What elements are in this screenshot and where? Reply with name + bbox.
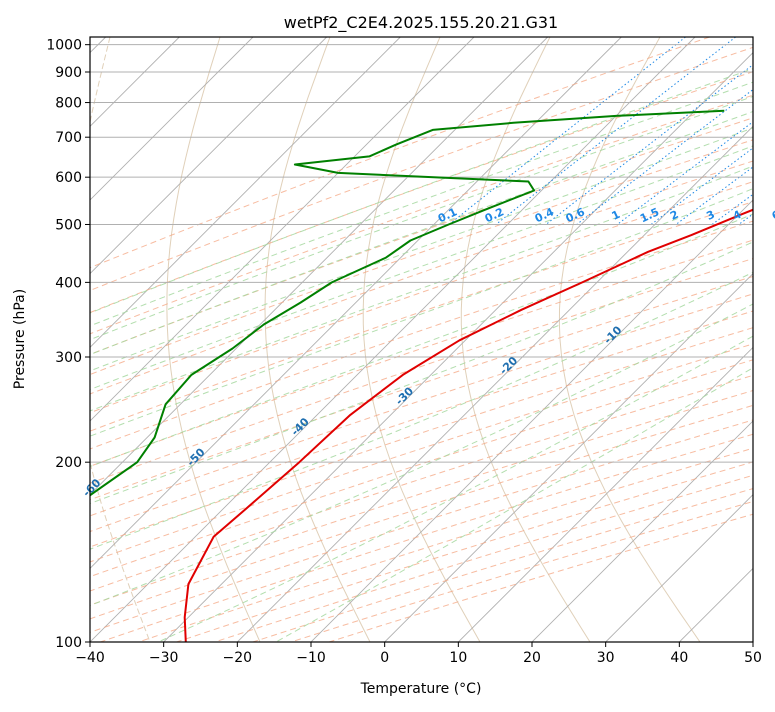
y-tick-label: 100	[55, 635, 82, 651]
y-tick-label: 600	[55, 170, 82, 186]
x-tick-label: −30	[149, 650, 179, 666]
x-tick-label: −20	[223, 650, 253, 666]
y-tick-label: 200	[55, 455, 82, 471]
x-tick-label: 40	[670, 650, 688, 666]
x-tick-label: 10	[449, 650, 467, 666]
y-tick-label: 800	[55, 96, 82, 112]
x-tick-label: 30	[597, 650, 615, 666]
plot-background	[90, 37, 753, 642]
y-tick-label: 700	[55, 130, 82, 146]
y-tick-label: 400	[55, 275, 82, 291]
y-axis-label: Pressure (hPa)	[12, 289, 28, 389]
x-tick-label: 0	[380, 650, 389, 666]
x-tick-label: −10	[296, 650, 326, 666]
chart-title: wetPf2_C2E4.2025.155.20.21.G31	[284, 13, 558, 33]
y-tick-label: 1000	[46, 38, 82, 54]
y-tick-label: 500	[55, 217, 82, 233]
x-axis-label: Temperature (°C)	[360, 681, 482, 697]
x-tick-label: 50	[744, 650, 762, 666]
y-tick-label: 300	[55, 350, 82, 366]
x-tick-label: 20	[523, 650, 541, 666]
x-tick-label: −40	[75, 650, 105, 666]
y-tick-label: 900	[55, 65, 82, 81]
